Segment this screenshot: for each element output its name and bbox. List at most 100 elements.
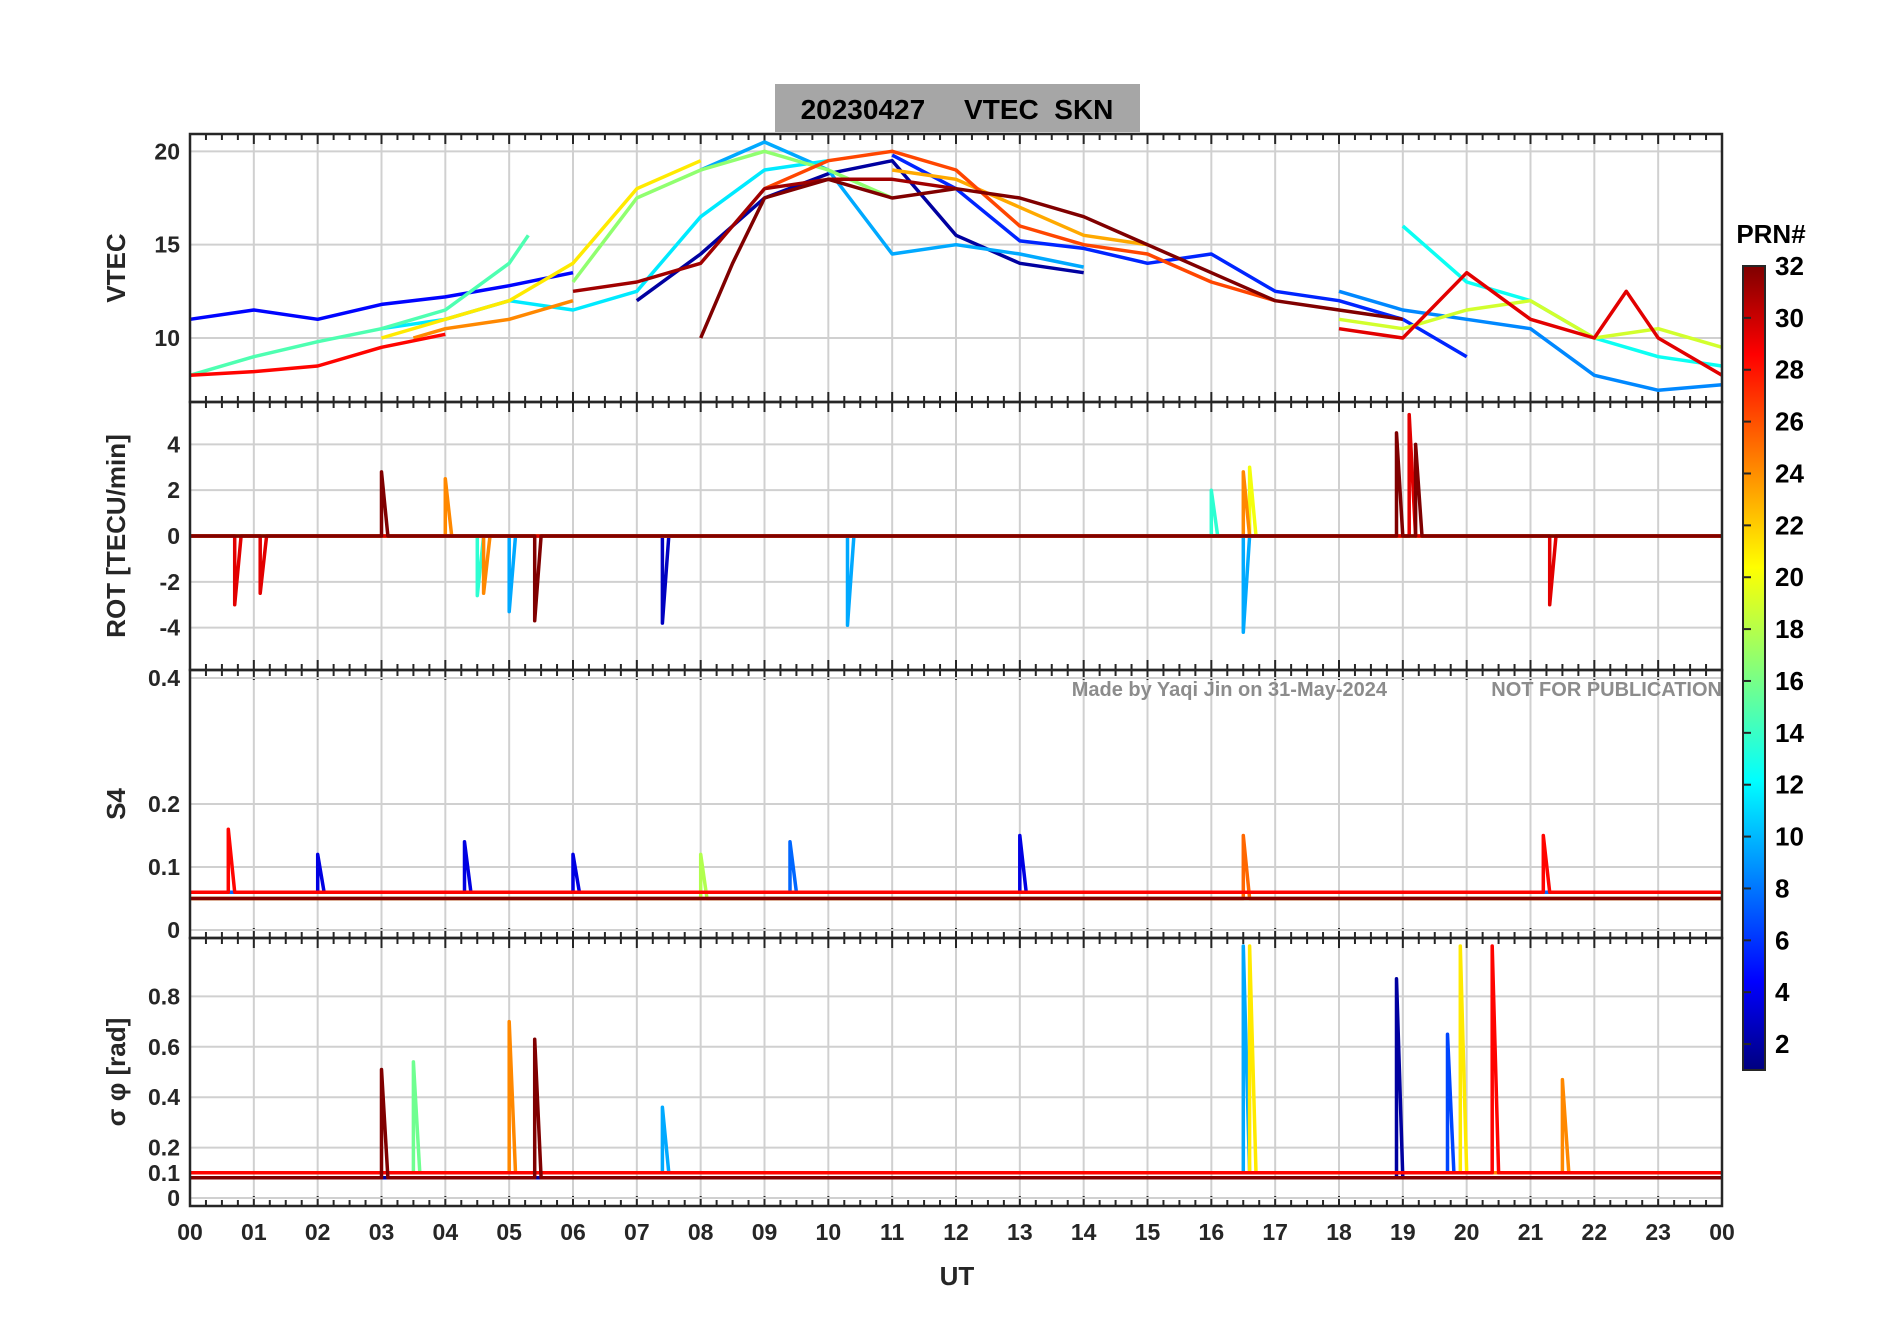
series-line-prn-24 [190, 470, 1722, 596]
series-line-prn-28 [189, 332, 446, 378]
x-tick-label: 01 [241, 1219, 267, 1245]
y-tick-label: -2 [160, 569, 180, 595]
panel-3: 0 0.1 0.2 0.4 S4 [101, 665, 1724, 943]
series-line-prn-31 [572, 177, 957, 294]
x-axis-label: UT [940, 1261, 975, 1291]
y-axis-label: σ φ [rad] [101, 1018, 131, 1127]
y-tick-label: -4 [160, 615, 181, 641]
colorbar-tick-label: 32 [1775, 251, 1804, 281]
y-tick-label: 0.4 [148, 1084, 180, 1110]
x-tick-label: 13 [1007, 1219, 1033, 1245]
series-line-prn-10 [190, 534, 1722, 634]
x-tick-label: 05 [496, 1219, 522, 1245]
y-tick-label: 0.1 [148, 854, 180, 880]
y-tick-label: 0.4 [148, 665, 180, 691]
series-line-prn-23 [891, 168, 1148, 247]
series-line-prn-17 [571, 149, 893, 284]
y-tick-label: 0 [167, 1185, 180, 1211]
y-tick-label: 4 [167, 431, 180, 457]
x-tick-label: 20 [1454, 1219, 1480, 1245]
colorbar-tick-label: 14 [1775, 718, 1804, 748]
panel-4: 00.10.2 0.4 0.6 0.8 σ φ [rad] [101, 936, 1724, 1211]
y-tick-label: 0.8 [148, 983, 180, 1009]
y-tick-label: 15 [154, 232, 180, 258]
x-tick-label: 08 [688, 1219, 714, 1245]
series-line-prn-15 [189, 234, 530, 377]
colorbar-tick-label: 8 [1775, 873, 1789, 903]
series-line-prn-28 [190, 944, 1722, 1175]
x-tick-label: 22 [1582, 1219, 1608, 1245]
x-tick-label: 09 [752, 1219, 778, 1245]
colorbar-tick-label: 10 [1775, 822, 1804, 852]
x-tick-label: 17 [1262, 1219, 1288, 1245]
colorbar-title: PRN# [1736, 219, 1806, 249]
y-axis-label: ROT [TECU/min] [101, 434, 131, 638]
x-tick-label: 00 [1709, 1219, 1735, 1245]
watermark-notice: NOT FOR PUBLICATION [1491, 679, 1722, 701]
series-line-prn-10 [699, 140, 1085, 269]
x-tick-label: 07 [624, 1219, 650, 1245]
panel-1: 10 15 20 VTEC [101, 132, 1724, 404]
y-tick-label: 0.2 [148, 791, 180, 817]
panel-frame [188, 936, 1724, 1208]
colorbar-tick-label: 22 [1775, 510, 1804, 540]
x-tick-label: 18 [1326, 1219, 1352, 1245]
y-tick-label: 0 [167, 917, 180, 943]
series-line-prn-21 [381, 159, 702, 340]
watermark-author: Made by Yaqi Jin on 31-May-2024 [1072, 679, 1388, 701]
colorbar-tick-label: 4 [1775, 977, 1790, 1007]
colorbar-tick-label: 6 [1775, 925, 1789, 955]
panel-2: -4 -2 0 2 4 ROT [TECU/min] [101, 400, 1724, 672]
y-tick-label: 10 [154, 325, 180, 351]
series-line-prn-2 [635, 158, 1084, 303]
x-tick-label: 03 [369, 1219, 395, 1245]
series-line-prn-19 [1338, 298, 1723, 349]
x-tick-label: 04 [433, 1219, 459, 1245]
series-line-prn-5 [189, 270, 574, 322]
x-tick-label: 10 [816, 1219, 842, 1245]
x-tick-label: 12 [943, 1219, 969, 1245]
colorbar-tick-label: 2 [1775, 1029, 1789, 1059]
y-tick-label: 0 [167, 523, 180, 549]
series-line-prn-24 [412, 299, 574, 340]
y-tick-label: 2 [167, 477, 180, 503]
x-tick-label: 00 [177, 1219, 203, 1245]
series-line-prn-26 [763, 149, 1276, 303]
colorbar-tick-label: 26 [1775, 407, 1804, 437]
series-line-prn-9 [1338, 289, 1723, 393]
colorbar-tick-label: 24 [1775, 458, 1804, 488]
y-tick-label: 0.2 [148, 1135, 180, 1161]
x-tick-label: 16 [1199, 1219, 1225, 1245]
x-tick-label: 19 [1390, 1219, 1416, 1245]
x-tick-label: 15 [1135, 1219, 1161, 1245]
colorbar [1742, 265, 1766, 1071]
x-tick-label: 11 [880, 1219, 905, 1245]
x-tick-labels: 00 01 02 03 04 05 06 07 08 09 10 11 12 13 14 15 16 17 18 19… [177, 1219, 1735, 1245]
series-line-prn-32 [190, 1037, 1722, 1180]
chart-title: 20230427 VTEC SKN [801, 94, 1114, 125]
x-tick-label: 23 [1645, 1219, 1671, 1245]
colorbar-tick-label: 30 [1775, 303, 1804, 333]
x-tick-label: 21 [1518, 1219, 1544, 1245]
colorbar-tick-label: 20 [1775, 562, 1804, 592]
colorbar-tick-label: 12 [1775, 770, 1804, 800]
y-axis-label: VTEC [101, 233, 131, 303]
y-tick-label: 20 [154, 138, 180, 164]
x-tick-label: 14 [1071, 1219, 1097, 1245]
series-line-prn-28 [190, 827, 1722, 894]
y-axis-label: S4 [101, 788, 131, 820]
series-line-prn-13 [1401, 224, 1723, 368]
colorbar-tick-label: 28 [1775, 355, 1804, 385]
title-box [775, 84, 1140, 132]
colorbar-tick-label: 18 [1775, 614, 1804, 644]
x-tick-label: 06 [560, 1219, 586, 1245]
colorbar-tick-label: 16 [1775, 666, 1804, 696]
series-line-prn-32 [699, 177, 1404, 339]
y-tick-label: 0.1 [148, 1160, 180, 1186]
x-tick-label: 02 [305, 1219, 331, 1245]
series-line-prn-29 [1338, 270, 1723, 377]
series-line-prn-32 [190, 431, 1722, 623]
